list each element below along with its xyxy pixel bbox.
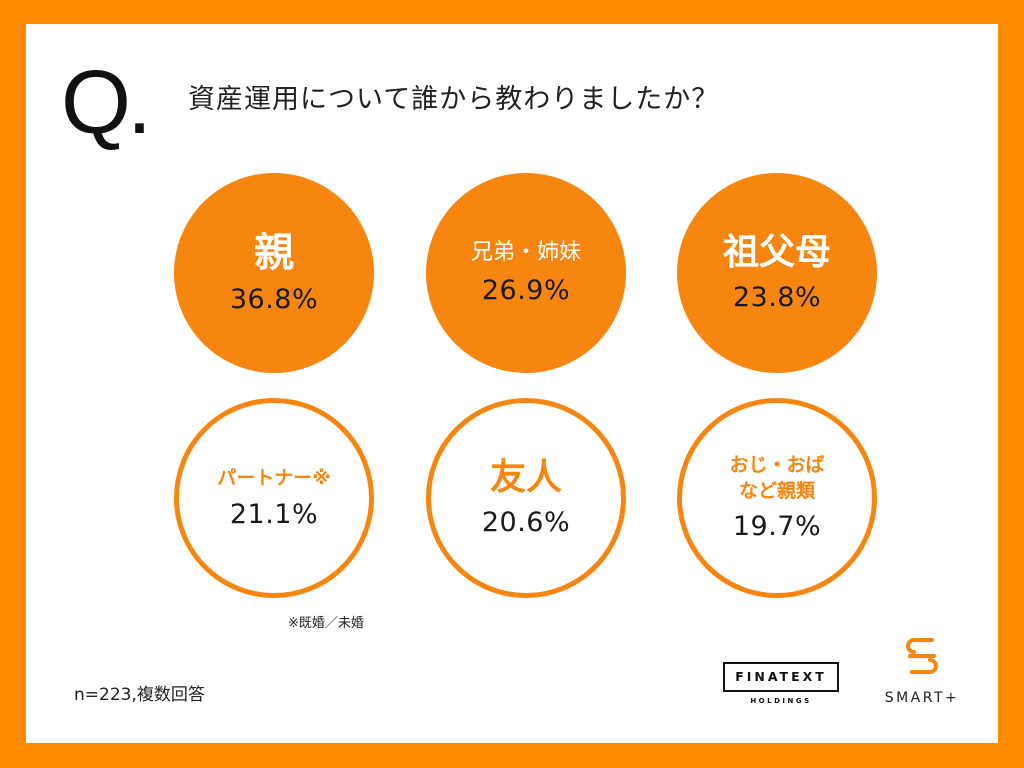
question-text: 資産運用について誰から教わりましたか？ [188, 84, 720, 115]
result-circle-siblings: 兄弟・姉妹 26.9% [426, 173, 626, 373]
footnote: ※既婚／未婚 [288, 616, 364, 631]
result-value: 26.9% [481, 275, 571, 306]
result-label: 兄弟・姉妹 [470, 240, 581, 265]
sample-note: n=223,複数回答 [74, 685, 205, 705]
result-circle-friends: 友人 20.6% [426, 398, 626, 598]
result-circle-partner: パートナー※ 21.1% [174, 398, 374, 598]
result-circle-grandparents: 祖父母 23.8% [677, 173, 877, 373]
result-value: 23.8% [732, 282, 822, 313]
question-mark: Q. [61, 53, 152, 153]
result-value: 21.1% [229, 498, 319, 530]
result-label: 親 [254, 230, 294, 276]
result-label: 友人 [489, 457, 562, 498]
result-value: 19.7% [732, 511, 822, 542]
finatext-wordmark: FINATEXT [723, 662, 839, 692]
finatext-logo: FINATEXT HOLDINGS [723, 662, 839, 705]
smart-plus-wordmark: SMART+ [884, 690, 960, 706]
result-circle-parents: 親 36.8% [174, 173, 374, 373]
finatext-subtitle: HOLDINGS [750, 697, 812, 705]
result-value: 20.6% [481, 507, 571, 538]
smart-plus-icon [906, 638, 938, 674]
result-label: おじ・おば など親類 [729, 454, 825, 502]
result-label: 祖父母 [722, 232, 831, 273]
slide-card: Q. 資産運用について誰から教わりましたか？ 親 36.8% 兄弟・姉妹 26.… [26, 24, 998, 743]
result-circle-relatives: おじ・おば など親類 19.7% [677, 398, 877, 598]
result-value: 36.8% [229, 284, 319, 315]
smart-plus-logo: SMART+ [876, 636, 968, 706]
result-label: パートナー※ [217, 466, 331, 489]
